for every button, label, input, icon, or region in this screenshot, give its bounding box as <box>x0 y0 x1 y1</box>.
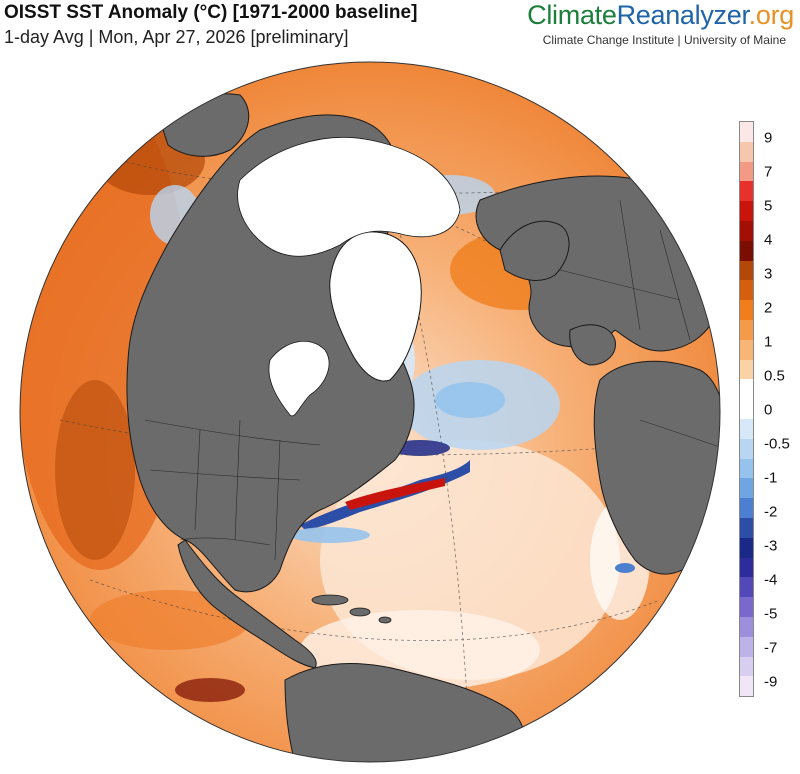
iberia-landmass <box>569 324 616 366</box>
legend-swatch <box>740 260 753 281</box>
legend-swatch <box>740 676 753 697</box>
legend-swatch <box>740 537 753 558</box>
legend-swatch <box>740 240 753 261</box>
legend-tick-label: 0.5 <box>764 367 785 385</box>
legend-tick-label: 3 <box>764 265 773 283</box>
legend-swatch <box>740 399 753 419</box>
legend-tick-label: 4 <box>764 231 773 249</box>
globe-outline <box>19 61 721 763</box>
legend-swatch <box>740 201 753 221</box>
legend-tick-label: 1 <box>764 333 773 351</box>
logo-part-org: .org <box>748 0 795 30</box>
legend-swatch <box>740 339 753 360</box>
legend-swatch <box>740 616 753 637</box>
legend-swatch <box>740 181 753 202</box>
legend-tick-label: -5 <box>764 605 778 623</box>
legend-swatch <box>740 379 753 400</box>
scandinavia-landmass <box>499 220 570 281</box>
legend-swatch <box>740 300 753 320</box>
legend-swatch <box>740 478 753 499</box>
legend-swatch <box>740 636 753 657</box>
legend-swatch <box>740 577 753 598</box>
legend-tick-label: 5 <box>764 197 773 215</box>
legend-swatch <box>740 438 753 459</box>
legend-swatch <box>740 359 753 380</box>
hudson-bay-ice <box>268 341 330 417</box>
legend-swatch <box>740 656 753 677</box>
legend-tick-label: -4 <box>764 571 778 589</box>
legend-swatch <box>740 597 753 617</box>
legend-tick-label: -1 <box>764 469 778 487</box>
color-scale-legend <box>739 121 754 697</box>
logo-part-reanalyzer: Reanalyzer <box>616 0 749 30</box>
map-subtitle: 1-day Avg | Mon, Apr 27, 2026 [prelimina… <box>4 27 349 47</box>
legend-swatch <box>740 498 753 518</box>
legend-swatch <box>740 220 753 241</box>
legend-tick-label: 7 <box>764 163 773 181</box>
legend-swatch <box>740 319 753 340</box>
legend-swatch <box>740 122 753 142</box>
arctic-sea-ice <box>237 137 461 257</box>
legend-swatch <box>740 517 753 538</box>
legend-tick-label: -3 <box>764 537 778 555</box>
political-borders <box>144 199 720 561</box>
legend-tick-label: 9 <box>764 129 773 147</box>
legend-tick-label: -9 <box>764 673 778 691</box>
legend-tick-label: -2 <box>764 503 778 521</box>
legend-swatch <box>740 161 753 182</box>
caribbean-islands <box>311 594 392 624</box>
legend-tick-label: 0 <box>764 401 773 419</box>
logo-part-climate: Climate <box>527 0 617 30</box>
pacific-hot-spot <box>175 678 245 702</box>
map-title: OISST SST Anomaly (°C) [1971-2000 baseli… <box>4 2 418 23</box>
gulf-stream-warm-anomaly <box>345 478 445 510</box>
greenland-ice <box>329 231 422 382</box>
globe-content <box>20 62 720 762</box>
legend-tick-label: -0.5 <box>764 435 790 453</box>
climate-reanalyzer-logo[interactable]: ClimateReanalyzer.org <box>527 0 794 31</box>
legend-swatch <box>740 557 753 578</box>
legend-swatch <box>740 280 753 301</box>
institution-credit: Climate Change Institute | University of… <box>542 33 786 47</box>
legend-tick-label: -7 <box>764 639 778 657</box>
legend-swatch <box>740 418 753 439</box>
legend-swatch <box>740 141 753 162</box>
legend-tick-label: 2 <box>764 299 773 317</box>
legend-swatch <box>740 458 753 479</box>
